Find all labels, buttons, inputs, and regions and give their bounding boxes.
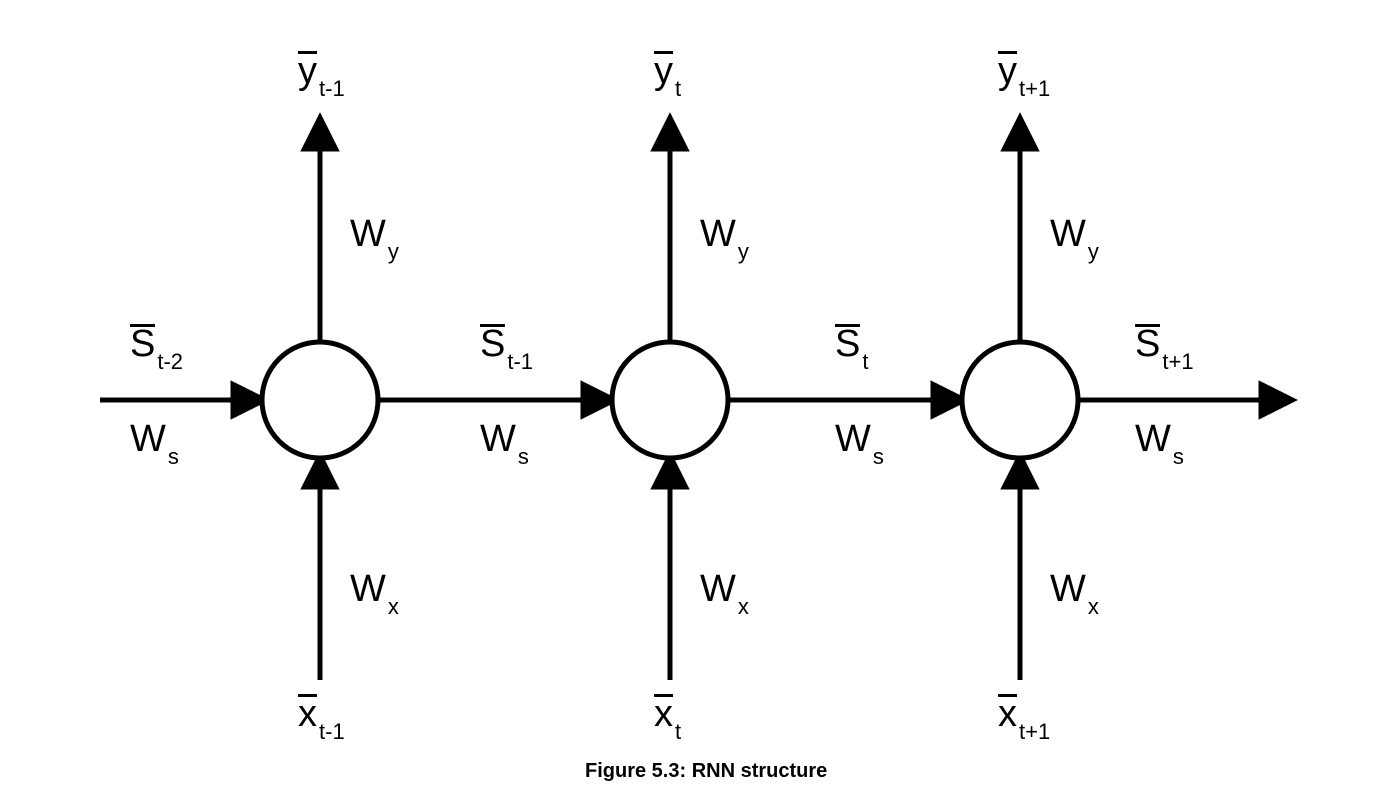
s_top-var: S (130, 325, 155, 363)
x_in-subscript: t (675, 719, 681, 744)
ws-label: Ws (835, 420, 884, 458)
wx-label: Wx (1050, 570, 1099, 608)
x_in-subscript: t-1 (319, 719, 345, 744)
ws-var: W (835, 418, 871, 460)
s_top-subscript: t+1 (1162, 349, 1193, 374)
x_in-var: x (654, 695, 673, 733)
y_out-var: y (998, 52, 1017, 90)
wy-label: Wy (1050, 215, 1099, 253)
y_out-var: y (654, 52, 673, 90)
y_out-label: yt+1 (998, 52, 1050, 90)
y_out-label: yt (654, 52, 681, 90)
s_top-label: St+1 (1135, 325, 1194, 363)
x_in-var: x (298, 695, 317, 733)
wx-label: Wx (350, 570, 399, 608)
wx-var: W (350, 568, 386, 610)
y_out-label: yt-1 (298, 52, 345, 90)
wx-var: W (1050, 568, 1086, 610)
s_top-subscript: t-2 (157, 349, 183, 374)
y_out-subscript: t (675, 76, 681, 101)
s_top-label: St (835, 325, 868, 363)
ws-var: W (130, 418, 166, 460)
s_top-label: St-1 (480, 325, 533, 363)
s_top-var: S (480, 325, 505, 363)
wx-subscript: x (738, 594, 749, 619)
y_out-subscript: t-1 (319, 76, 345, 101)
ws-subscript: s (168, 444, 179, 469)
wy-var: W (350, 213, 386, 255)
s_top-subscript: t (862, 349, 868, 374)
wy-subscript: y (1088, 239, 1099, 264)
wx-subscript: x (388, 594, 399, 619)
s_top-subscript: t-1 (507, 349, 533, 374)
ws-label: Ws (130, 420, 179, 458)
state-node-n1 (262, 342, 378, 458)
s_top-var: S (1135, 325, 1160, 363)
y_out-subscript: t+1 (1019, 76, 1050, 101)
wy-subscript: y (388, 239, 399, 264)
x_in-label: xt+1 (998, 695, 1050, 733)
wx-label: Wx (700, 570, 749, 608)
x_in-label: xt-1 (298, 695, 345, 733)
ws-var: W (480, 418, 516, 460)
wx-subscript: x (1088, 594, 1099, 619)
y_out-var: y (298, 52, 317, 90)
x_in-label: xt (654, 695, 681, 733)
ws-subscript: s (1173, 444, 1184, 469)
wx-var: W (700, 568, 736, 610)
ws-subscript: s (518, 444, 529, 469)
wy-var: W (700, 213, 736, 255)
x_in-var: x (998, 695, 1017, 733)
rnn-diagram-svg (0, 0, 1375, 802)
wy-label: Wy (700, 215, 749, 253)
ws-var: W (1135, 418, 1171, 460)
figure-caption: Figure 5.3: RNN structure (585, 760, 827, 783)
state-node-n3 (962, 342, 1078, 458)
ws-label: Ws (480, 420, 529, 458)
s_top-label: St-2 (130, 325, 183, 363)
ws-label: Ws (1135, 420, 1184, 458)
wy-var: W (1050, 213, 1086, 255)
wy-subscript: y (738, 239, 749, 264)
state-node-n2 (612, 342, 728, 458)
ws-subscript: s (873, 444, 884, 469)
diagram-canvas: yt-1ytyt+1WyWyWySt-2St-1StSt+1WsWsWsWsWx… (0, 0, 1375, 802)
s_top-var: S (835, 325, 860, 363)
wy-label: Wy (350, 215, 399, 253)
x_in-subscript: t+1 (1019, 719, 1050, 744)
